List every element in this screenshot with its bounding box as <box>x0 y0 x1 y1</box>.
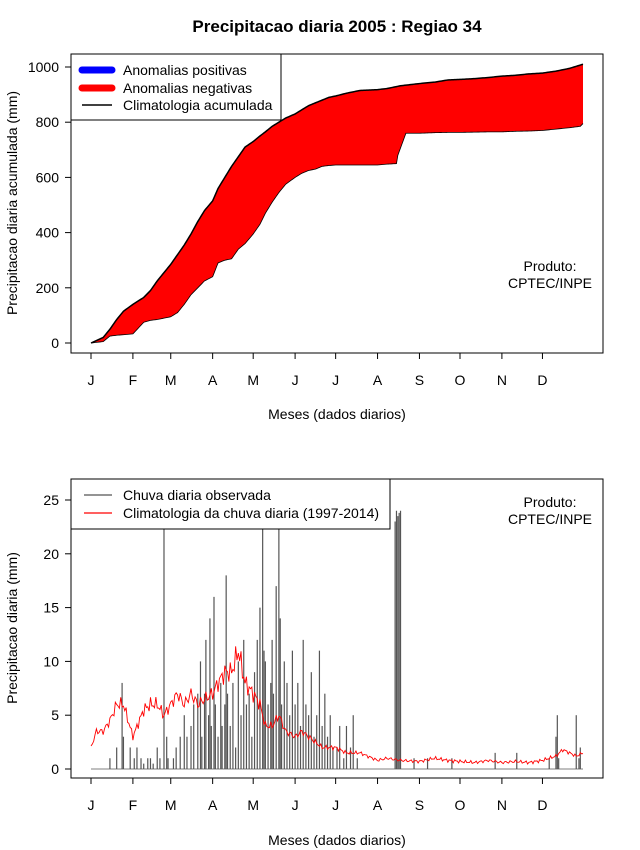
x-tick-label: M <box>247 797 259 813</box>
x-tick-label: N <box>497 372 507 388</box>
x-tick-label: A <box>373 372 383 388</box>
x-tick-label: D <box>537 797 547 813</box>
x-tick-label: J <box>332 797 339 813</box>
x-tick-label: J <box>292 797 299 813</box>
x-tick-label: O <box>455 797 466 813</box>
cumulative-plot-area <box>90 63 584 344</box>
y-tick-label: 0 <box>51 761 59 777</box>
y-tick-label: 0 <box>51 335 59 351</box>
x-tick-label: S <box>415 372 424 388</box>
x-tick-label: A <box>208 797 218 813</box>
cumulative-y-axis: 0 200 400 600 800 1000 <box>28 59 71 351</box>
legend-label-positive: Anomalias positivas <box>123 62 247 78</box>
figure-title: Precipitacao diaria 2005 : Regiao 34 <box>192 17 482 36</box>
x-tick-label: J <box>88 797 95 813</box>
x-tick-label: J <box>292 372 299 388</box>
legend-label-climatology: Climatologia acumulada <box>123 97 273 113</box>
x-tick-label: F <box>129 797 138 813</box>
x-tick-label: M <box>247 372 259 388</box>
y-tick-label: 1000 <box>28 59 59 75</box>
y-tick-label: 25 <box>43 492 59 508</box>
y-tick-label: 10 <box>43 653 59 669</box>
legend-label-daily-climatology: Climatologia da chuva diaria (1997-2014) <box>123 505 379 521</box>
cumulative-credit-line2: CPTEC/INPE <box>508 275 592 291</box>
x-tick-label: M <box>165 797 177 813</box>
cumulative-legend: Anomalias positivas Anomalias negativas … <box>70 53 282 121</box>
cumulative-credit-line1: Produto: <box>524 258 577 274</box>
daily-credit-line2: CPTEC/INPE <box>508 511 592 527</box>
daily-x-label: Meses (dados diarios) <box>268 832 406 848</box>
x-tick-label: F <box>129 372 138 388</box>
cumulative-chart: 0 200 400 600 800 1000 J F M A M J J A S O N D Meses (da… <box>4 53 604 422</box>
daily-chart: 0 5 10 15 20 25 J F M A M J J A S O N D Meses (dados dia… <box>4 478 604 848</box>
daily-credit-line1: Produto: <box>524 494 577 510</box>
y-tick-label: 200 <box>36 280 60 296</box>
daily-y-label: Precipitacao diaria (mm) <box>4 552 20 704</box>
y-tick-label: 15 <box>43 600 59 616</box>
daily-climatology-line <box>90 646 584 765</box>
daily-y-axis: 0 5 10 15 20 25 <box>43 492 71 777</box>
y-tick-label: 400 <box>36 225 60 241</box>
cumulative-x-label: Meses (dados diarios) <box>268 406 406 422</box>
legend-label-negative: Anomalias negativas <box>123 80 252 96</box>
x-tick-label: S <box>415 797 424 813</box>
y-tick-label: 800 <box>36 114 60 130</box>
climatology-cumulative-line <box>90 63 584 344</box>
cumulative-y-label: Precipitacao diaria acumulada (mm) <box>4 91 20 315</box>
daily-legend-box <box>70 478 391 530</box>
x-tick-label: N <box>497 797 507 813</box>
y-tick-label: 5 <box>51 707 59 723</box>
x-tick-label: J <box>88 372 95 388</box>
x-tick-label: O <box>455 372 466 388</box>
daily-legend: Chuva diaria observada Climatologia da c… <box>70 478 391 530</box>
x-tick-label: J <box>332 372 339 388</box>
y-tick-label: 600 <box>36 169 60 185</box>
x-tick-label: A <box>373 797 383 813</box>
y-tick-label: 20 <box>43 546 59 562</box>
x-tick-label: D <box>537 372 547 388</box>
x-tick-label: M <box>165 372 177 388</box>
x-tick-label: A <box>208 372 218 388</box>
daily-plot-area <box>90 500 584 770</box>
legend-label-observed: Chuva diaria observada <box>123 487 271 503</box>
observed-cumulative-line <box>90 123 584 344</box>
cumulative-plot-frame <box>70 53 604 354</box>
